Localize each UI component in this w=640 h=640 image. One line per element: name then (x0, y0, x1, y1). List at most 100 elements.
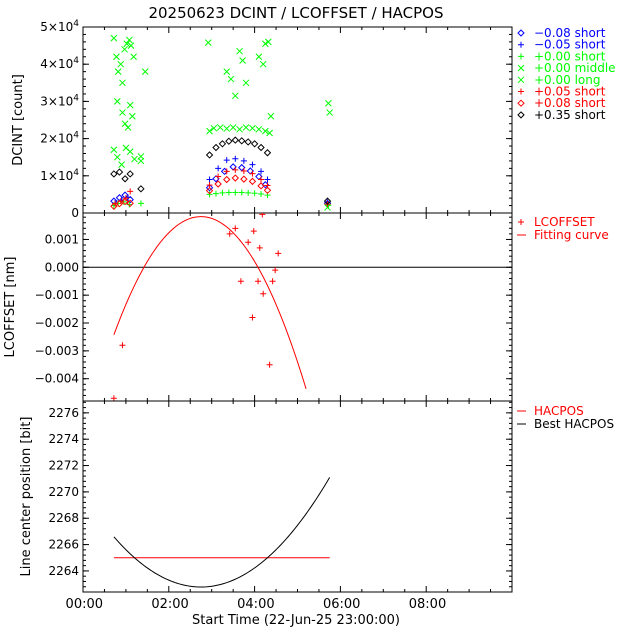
data-point (240, 175, 248, 183)
data-point (275, 250, 282, 257)
y-tick-label: −0.001 (35, 288, 79, 302)
data-point (255, 53, 263, 61)
data-point (127, 188, 134, 195)
data-point (225, 189, 232, 196)
data-point (267, 112, 275, 120)
legend: −0.08 short−0.05 short+0.00 short+0.00 m… (517, 26, 616, 122)
data-point (121, 175, 129, 183)
data-point (248, 177, 257, 186)
data-point (212, 190, 219, 197)
legend-item: Fitting curve (517, 228, 609, 242)
data-point (223, 125, 231, 132)
legend-label: +0.08 short (534, 96, 606, 110)
data-point (237, 278, 244, 285)
series-lcoffset (110, 213, 282, 401)
data-point (263, 149, 272, 157)
data-point (123, 40, 131, 48)
chart-title: 20250623 DCINT / LCOFFSET / HACPOS (148, 4, 443, 22)
data-point (125, 36, 133, 44)
data-point (218, 140, 227, 148)
data-point (324, 204, 331, 211)
data-point (238, 189, 245, 196)
plot-frame (82, 26, 513, 214)
data-point (126, 148, 134, 155)
data-point (239, 57, 246, 64)
y-tick-label: 2270 (48, 485, 79, 499)
data-point (113, 53, 120, 61)
y-tick-label: 2×104 (40, 131, 79, 146)
data-point (214, 180, 222, 188)
data-point (110, 202, 118, 211)
y-tick-label: 4×104 (40, 56, 79, 71)
legend-marker (518, 53, 524, 60)
data-point (141, 68, 149, 75)
y-tick-label: 2264 (48, 564, 79, 578)
data-point (212, 143, 220, 152)
data-point (258, 191, 265, 198)
data-point (206, 191, 213, 198)
data-point (126, 201, 133, 208)
legend-marker (518, 219, 524, 225)
legend-marker (517, 111, 525, 119)
legend-item: LCOFFSET (518, 215, 595, 229)
data-point (250, 140, 259, 148)
data-point (124, 124, 132, 131)
chart-panels: 0 1×104 2×104 3×104 4×104 5×104 DCINT [count] −… (3, 19, 616, 612)
legend-label: +0.35 short (534, 108, 606, 122)
data-point (249, 314, 256, 321)
data-point (205, 151, 214, 159)
data-point (226, 230, 233, 237)
data-point (110, 34, 118, 42)
y-tick-label: −0.004 (35, 372, 79, 386)
legend-label: Fitting curve (534, 228, 609, 242)
data-point (119, 109, 126, 116)
data-point (272, 267, 279, 274)
data-point (249, 161, 256, 168)
data-point (266, 361, 273, 368)
series-0-35-short (110, 136, 332, 205)
data-point (113, 153, 121, 161)
data-point (137, 153, 145, 160)
data-point (258, 168, 265, 175)
data-point (240, 157, 247, 164)
data-point (255, 125, 263, 133)
data-point (110, 395, 117, 401)
y-axis-label: DCINT [count] (11, 74, 26, 166)
data-point (255, 278, 262, 285)
data-point (115, 199, 124, 208)
legend-item: HACPOS (517, 404, 584, 418)
data-point (323, 197, 332, 205)
data-point (131, 155, 138, 163)
data-point (238, 137, 246, 145)
series-best-hacpos (113, 477, 331, 588)
data-point (229, 124, 237, 131)
data-point (215, 173, 222, 180)
data-point (119, 79, 126, 87)
plot-area (110, 34, 334, 211)
data-point (223, 157, 230, 164)
data-point (326, 109, 334, 116)
y-tick-label: 0 (71, 206, 79, 220)
y-tick-label: 2276 (48, 406, 79, 420)
legend-marker (517, 76, 525, 84)
y-tick-label: 2272 (48, 459, 79, 473)
data-point (242, 124, 250, 131)
legend-label: +0.00 short (534, 49, 606, 63)
data-point (114, 68, 122, 75)
plot-area (113, 477, 331, 588)
legend-marker (517, 64, 525, 72)
series-line (113, 216, 307, 389)
x-tick-label: 00:00 (66, 597, 103, 612)
legend-item: −0.08 short (517, 26, 606, 40)
data-point (119, 342, 126, 349)
x-tick-label: 02:00 (151, 597, 188, 612)
panel-1: 0 1×104 2×104 3×104 4×104 5×104 DCINT [count] −… (11, 19, 616, 220)
plot-frame (82, 400, 513, 593)
data-point (117, 60, 125, 68)
data-point (256, 244, 263, 251)
data-point (223, 68, 231, 75)
legend-marker (518, 41, 524, 48)
data-point (206, 127, 213, 135)
legend-label: +0.00 long (534, 73, 601, 87)
data-point (261, 127, 269, 135)
